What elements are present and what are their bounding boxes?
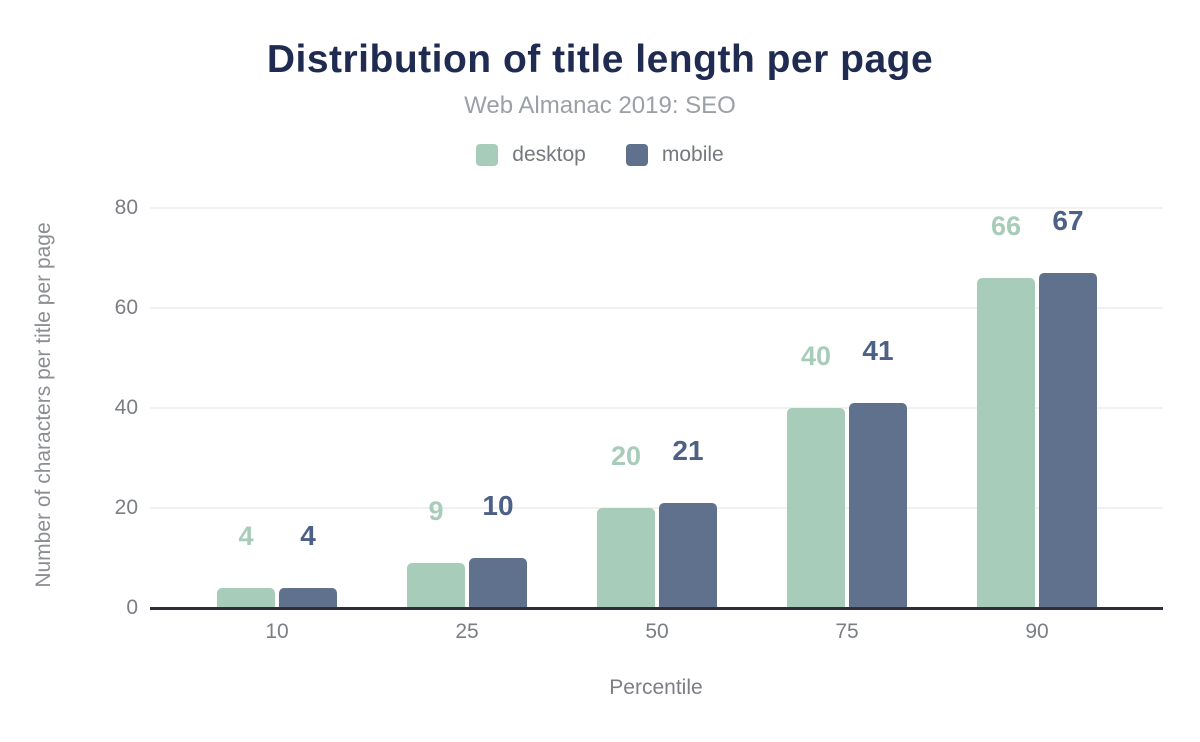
legend-item-mobile: mobile [625,143,724,167]
bar-label-mobile-50: 21 [672,435,704,466]
gridline-40 [150,407,1163,409]
legend-label-mobile: mobile [661,143,724,166]
legend: desktop mobile [0,143,1200,167]
gridline-80 [150,207,1163,209]
bar-label-mobile-25: 10 [482,490,514,521]
bar-desktop-50 [597,508,655,608]
gridline-20 [150,507,1163,509]
y-tick-label-60: 60 [114,296,138,319]
bar-mobile-90 [1039,273,1097,608]
x-tick-label-50: 50 [645,620,669,643]
chart-subtitle: Web Almanac 2019: SEO [464,92,736,119]
bar-mobile-10 [279,588,337,608]
gridline-60 [150,307,1163,309]
bar-label-mobile-10: 4 [300,520,316,551]
bar-mobile-50 [659,503,717,608]
bar-desktop-75 [787,408,845,608]
bar-label-mobile-75: 41 [862,335,894,366]
x-axis-title: Percentile [609,676,703,699]
bar-label-desktop-75: 40 [800,341,832,371]
x-axis-baseline [150,607,1163,610]
bar-label-desktop-10: 4 [238,521,254,551]
bar-label-mobile-90: 67 [1052,205,1084,236]
y-axis-title: Number of characters per title per page [32,222,55,588]
x-tick-label-90: 90 [1025,620,1049,643]
legend-label-desktop: desktop [512,143,586,166]
y-tick-label-40: 40 [114,396,138,419]
chart-title: Distribution of title length per page [266,38,934,81]
mobile-swatch-icon [625,144,648,166]
y-tick-label-80: 80 [114,196,138,219]
legend-item-desktop: desktop [476,143,586,167]
y-tick-label-0: 0 [126,596,138,619]
x-tick-label-75: 75 [835,620,859,643]
desktop-swatch-icon [476,144,499,166]
bar-desktop-10 [217,588,275,608]
bar-label-desktop-50: 20 [610,441,642,471]
bar-desktop-90 [977,278,1035,608]
x-tick-label-10: 10 [265,620,289,643]
bar-mobile-75 [849,403,907,608]
y-tick-label-20: 20 [114,496,138,519]
bar-label-desktop-90: 66 [990,211,1022,241]
bar-label-desktop-25: 9 [428,496,444,526]
bar-desktop-25 [407,563,465,608]
bar-mobile-25 [469,558,527,608]
x-tick-label-25: 25 [455,620,479,643]
